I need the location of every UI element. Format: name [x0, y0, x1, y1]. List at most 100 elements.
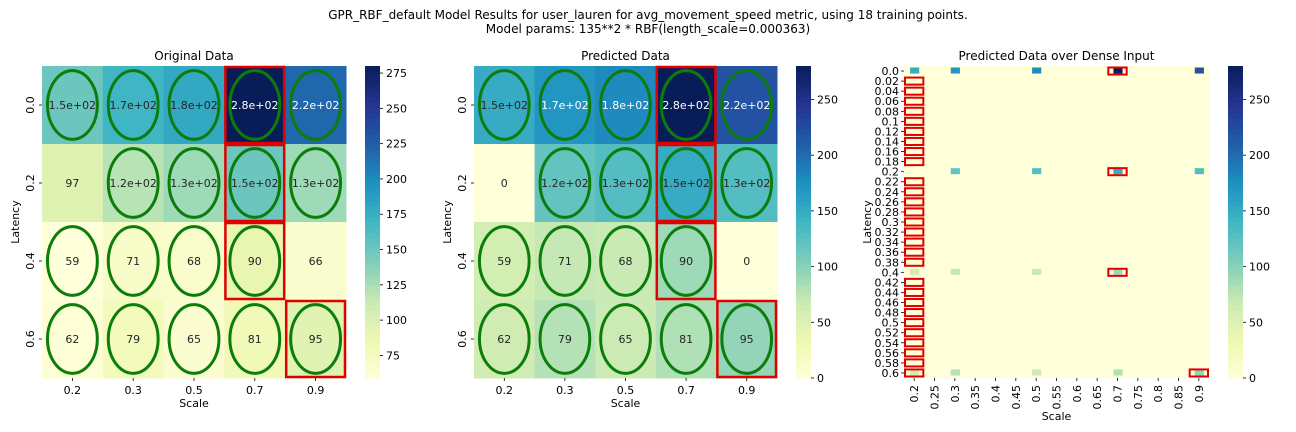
dense-heatmap-cell	[1194, 168, 1204, 175]
y-tick-label: 0.24	[875, 186, 900, 199]
highlight-box	[716, 299, 778, 379]
y-tick-label: 0.4	[882, 266, 900, 279]
x-axis-label: Scale	[1042, 410, 1072, 423]
colorbar-segment	[365, 274, 380, 280]
colorbar-segment	[796, 216, 811, 223]
heatmap-cell	[163, 144, 225, 223]
colorbar-segment	[1228, 144, 1243, 150]
colorbar-segment	[1228, 284, 1243, 291]
colorbar-segment	[796, 300, 811, 306]
training-point-ellipse	[167, 147, 221, 219]
heatmap-cell	[224, 300, 286, 379]
training-point-ellipse	[477, 69, 531, 141]
heatmap-1: 1.5e+02 1.7e+02 1.8e+02 2.8e+02 2.2e+02 97 1.2…	[24, 65, 347, 397]
colorbar-segment	[365, 112, 380, 119]
colorbar-segment	[796, 86, 811, 93]
x-tick-label: 0.3	[556, 384, 574, 397]
colorbar-segment	[365, 206, 380, 213]
heatmap-cell	[224, 222, 286, 301]
dense-heatmap-cell	[1032, 268, 1042, 275]
colorbar-segment	[365, 268, 380, 275]
colorbar-segment	[796, 253, 811, 259]
training-point-ellipse	[167, 303, 221, 375]
cell-value-label: 65	[187, 333, 201, 346]
cell-value-label: 68	[619, 255, 633, 268]
training-point-ellipse	[228, 225, 282, 297]
colorbar-segment	[796, 372, 811, 379]
colorbar-segment	[365, 248, 380, 254]
colorbar-segment	[365, 242, 380, 249]
colorbar-tick-label: 75	[386, 349, 400, 362]
cell-value-label: 1.8e+02	[170, 99, 217, 112]
colorbar-segment	[365, 336, 380, 343]
x-tick-label: 0.9	[307, 384, 325, 397]
colorbar-segment	[365, 263, 380, 270]
colorbar-tick-label: 125	[386, 279, 407, 292]
y-tick-label: 0.42	[875, 276, 900, 289]
colorbar-segment	[1228, 294, 1243, 301]
highlight-box	[224, 65, 286, 145]
colorbar-segment	[365, 154, 380, 161]
colorbar-segment	[365, 372, 380, 379]
heatmap-cell	[42, 300, 104, 379]
colorbar-segment	[365, 159, 380, 166]
colorbar-segment	[365, 367, 380, 374]
training-point-ellipse	[538, 225, 592, 297]
highlight-box	[904, 197, 925, 207]
highlight-box	[904, 187, 925, 197]
colorbar-segment	[1228, 310, 1243, 317]
figure-title-line-1: GPR_RBF_default Model Results for user_l…	[328, 8, 968, 22]
highlight-box	[1107, 267, 1128, 277]
training-point-ellipse	[659, 147, 713, 219]
highlight-box	[904, 116, 925, 126]
cell-value-label: 2.8e+02	[231, 99, 278, 112]
colorbar-segment	[1228, 175, 1243, 181]
dense-heatmap-cell	[1194, 67, 1204, 74]
x-tick-label: 0.35	[969, 385, 982, 410]
y-tick-label: 0.54	[875, 337, 900, 350]
dense-heatmap-cell	[950, 67, 960, 74]
training-point-ellipse	[228, 303, 282, 375]
x-axis-label: Scale	[611, 397, 641, 410]
colorbar-segment	[365, 300, 380, 306]
cell-value-label: 95	[740, 333, 754, 346]
training-point-ellipse	[228, 147, 282, 219]
dense-heatmap-cell	[1032, 168, 1042, 175]
x-tick-label: 0.85	[1173, 385, 1186, 410]
cell-value-label: 59	[497, 255, 511, 268]
colorbar-segment	[1228, 315, 1243, 322]
cell-value-label: 71	[126, 255, 140, 268]
colorbar-segment	[796, 222, 811, 228]
colorbar-segment	[796, 263, 811, 270]
heatmap-cell	[534, 66, 596, 145]
colorbar-segment	[1228, 300, 1243, 306]
colorbar-tick-label: 50	[1249, 316, 1263, 329]
heatmap-cell	[42, 66, 104, 145]
training-point-ellipse	[289, 147, 343, 219]
colorbar-segment	[796, 133, 811, 140]
cell-value-label: 62	[497, 333, 511, 346]
y-tick-label: 0.6	[882, 367, 900, 380]
y-tick-label: 0.26	[875, 196, 900, 209]
y-tick-label: 0.22	[875, 176, 900, 189]
colorbar-segment	[365, 320, 380, 327]
cell-value-label: 65	[619, 333, 633, 346]
highlight-box	[904, 96, 925, 106]
subplot-title: Predicted Data	[581, 49, 670, 63]
heatmap-cell	[474, 300, 536, 379]
colorbar-segment	[365, 180, 380, 187]
colorbar-tick-label: 100	[1249, 261, 1270, 274]
figure-title-line-2: Model params: 135**2 * RBF(length_scale=…	[485, 22, 811, 36]
colorbar-segment	[1228, 206, 1243, 213]
training-point-ellipse	[167, 69, 221, 141]
colorbar-segment	[796, 357, 811, 363]
dense-heatmap-cell	[910, 369, 920, 376]
colorbar-segment	[1228, 201, 1243, 207]
training-point-ellipse	[289, 303, 343, 375]
colorbar-segment	[1228, 242, 1243, 249]
colorbar-segment	[796, 289, 811, 296]
colorbar-segment	[796, 196, 811, 202]
dense-heatmap-cell	[950, 369, 960, 376]
heatmap-cell	[102, 66, 165, 145]
heatmap-cell	[716, 66, 778, 145]
